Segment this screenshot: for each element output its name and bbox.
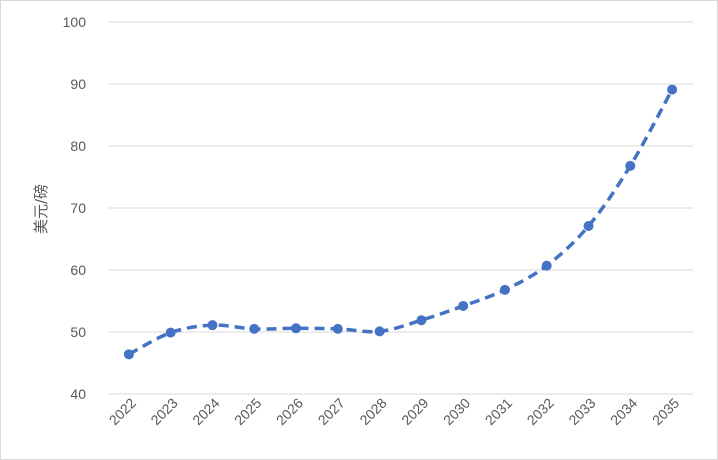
x-tick-label: 2027 xyxy=(315,395,348,428)
y-axis-tick-labels: 40 50 60 70 80 90 100 xyxy=(63,14,87,402)
data-point-2034 xyxy=(625,160,636,171)
y-tick-label: 90 xyxy=(70,76,86,92)
data-point-2032 xyxy=(541,260,552,271)
x-tick-label: 2029 xyxy=(398,395,431,428)
y-tick-label: 80 xyxy=(70,138,86,154)
data-point-2023 xyxy=(165,327,176,338)
data-point-2025 xyxy=(249,323,260,334)
x-tick-label: 2035 xyxy=(649,395,682,428)
data-point-2033 xyxy=(583,220,594,231)
data-point-2030 xyxy=(458,300,469,311)
y-tick-label: 100 xyxy=(63,14,87,30)
series-layer xyxy=(123,84,678,360)
y-tick-label: 70 xyxy=(70,200,86,216)
y-axis-label: 美元/磅 xyxy=(32,184,50,234)
y-tick-label: 50 xyxy=(70,324,86,340)
x-tick-label: 2023 xyxy=(147,395,180,428)
data-point-2035 xyxy=(667,84,678,95)
x-tick-label: 2031 xyxy=(482,395,515,428)
x-tick-label: 2024 xyxy=(189,395,222,428)
data-point-2031 xyxy=(499,284,510,295)
gridlines xyxy=(108,21,693,395)
data-point-2024 xyxy=(207,320,218,331)
data-point-2027 xyxy=(332,323,343,334)
x-tick-label: 2026 xyxy=(273,395,306,428)
x-tick-label: 2034 xyxy=(607,395,640,428)
x-tick-label: 2028 xyxy=(356,395,389,428)
data-point-2028 xyxy=(374,326,385,337)
x-axis-tick-labels: 2022 2023 2024 2025 2026 2027 2028 2029 2030 2031… xyxy=(106,395,683,428)
x-tick-label: 2033 xyxy=(565,395,598,428)
data-point-2029 xyxy=(416,315,427,326)
data-point-2026 xyxy=(291,323,302,334)
x-tick-label: 2025 xyxy=(231,395,264,428)
x-tick-label: 2022 xyxy=(106,395,139,428)
y-tick-label: 60 xyxy=(70,262,86,278)
data-point-2022 xyxy=(123,349,134,360)
x-tick-label: 2030 xyxy=(440,395,473,428)
y-tick-label: 40 xyxy=(70,386,86,402)
x-tick-label: 2032 xyxy=(524,395,557,428)
